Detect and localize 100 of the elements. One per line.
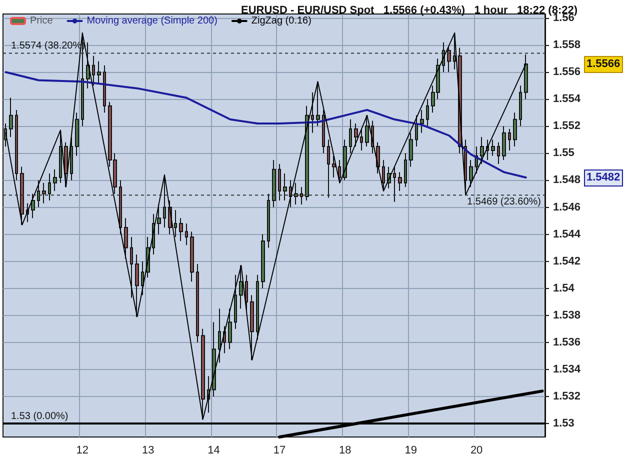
x-tick-label: 12 — [76, 444, 89, 456]
candlestick — [513, 112, 517, 147]
candlestick — [20, 166, 24, 226]
candlestick — [327, 139, 330, 198]
candlestick — [300, 186, 303, 206]
legend-label: Price — [30, 16, 54, 26]
candlestick — [201, 328, 205, 420]
candlestick — [343, 139, 347, 181]
candlestick — [491, 139, 495, 156]
candlestick — [278, 164, 281, 201]
y-tick-label: 1.556 — [553, 66, 581, 78]
candlestick — [349, 118, 352, 154]
candlestick — [190, 231, 194, 282]
candlestick — [234, 274, 237, 330]
ref-line-label: 1.5469 (23.60%) — [467, 196, 541, 208]
candlestick — [382, 159, 385, 192]
candlestick — [97, 60, 101, 84]
candlestick — [480, 136, 484, 165]
candlestick — [75, 112, 79, 156]
y-tick-label: 1.552 — [553, 120, 581, 132]
text: 1.5482 — [586, 172, 620, 184]
candlestick — [212, 322, 216, 397]
candlestick — [124, 218, 128, 260]
y-tick-label: 1.53 — [553, 417, 574, 430]
candlestick — [42, 182, 46, 204]
x-tick-label: 17 — [273, 444, 286, 456]
x-tick-label: 13 — [142, 444, 154, 456]
candlestick — [9, 97, 13, 138]
candlestick — [218, 308, 221, 364]
candlestick — [174, 209, 177, 238]
y-tick-label: 1.55 — [553, 147, 574, 160]
candlestick — [283, 172, 287, 201]
candlestick — [48, 172, 51, 201]
candlestick — [130, 236, 133, 298]
candlestick — [103, 64, 106, 114]
x-tick-label: 14 — [208, 444, 220, 456]
y-tick-label: 1.546 — [553, 201, 581, 214]
x-tick-label: 18 — [339, 444, 352, 456]
x-tick-label: 19 — [404, 444, 417, 456]
line-series — [4, 71, 527, 179]
candlestick — [360, 128, 363, 151]
y-tick-label: 1.558 — [553, 39, 581, 52]
legend-label: Moving average (Simple 200) — [86, 16, 218, 26]
candlestick — [524, 54, 528, 100]
y-tick-label: 1.536 — [553, 336, 581, 348]
candlestick — [179, 218, 183, 242]
candlestick — [289, 180, 292, 208]
y-tick-label: 1.532 — [553, 390, 581, 402]
candlestick — [393, 166, 396, 202]
x-tick-label: 20 — [470, 444, 483, 456]
candlestick — [453, 32, 456, 70]
y-tick-label: 1.548 — [553, 174, 581, 186]
candlestick — [37, 180, 40, 208]
y-tick-label: 1.554 — [553, 93, 582, 106]
y-tick-label: 1.542 — [553, 255, 581, 268]
candlestick — [256, 274, 259, 340]
candlestick — [86, 42, 90, 89]
y-tick-label: 1.544 — [553, 228, 582, 240]
candlestick — [426, 98, 429, 127]
candlestick — [239, 264, 243, 310]
ref-line-label: 1.53 (0.00%) — [11, 410, 68, 422]
candlestick — [272, 159, 276, 208]
candlestick — [365, 114, 369, 147]
candlestick — [316, 81, 320, 127]
candlestick — [305, 105, 309, 201]
candlestick — [228, 308, 232, 350]
candlestick — [338, 159, 341, 184]
candlestick — [398, 172, 402, 192]
candlestick — [447, 46, 451, 73]
candlestick — [267, 193, 270, 248]
candlestick — [250, 294, 254, 360]
candlestick — [420, 109, 424, 134]
candlestick — [415, 114, 418, 147]
candlestick — [519, 85, 522, 127]
candlestick — [185, 222, 188, 246]
candlestick — [196, 264, 199, 343]
candlestick — [119, 180, 122, 235]
candlestick — [261, 234, 265, 289]
candlestick — [31, 193, 35, 219]
candlestick — [294, 182, 298, 206]
candlestick — [508, 128, 511, 151]
y-tick-label: 1.538 — [553, 309, 581, 322]
candlestick — [70, 136, 73, 181]
candlestick — [15, 109, 18, 181]
candlestick — [322, 109, 325, 154]
candlestick — [409, 132, 413, 168]
candlestick — [141, 260, 144, 296]
y-tick-label: 1.534 — [553, 363, 582, 376]
text: 1.5566 — [586, 58, 620, 70]
candlestick — [332, 155, 336, 178]
candlestick — [469, 159, 473, 188]
legend-label: ZigZag (0.16) — [251, 16, 312, 26]
candlestick — [354, 122, 358, 147]
candlestick — [311, 92, 314, 134]
candlestick — [497, 142, 500, 165]
candlestick — [53, 168, 57, 192]
y-tick-label: 1.54 — [553, 282, 576, 294]
candlestick — [502, 126, 506, 160]
candlestick — [135, 254, 139, 318]
candlestick — [404, 152, 407, 188]
